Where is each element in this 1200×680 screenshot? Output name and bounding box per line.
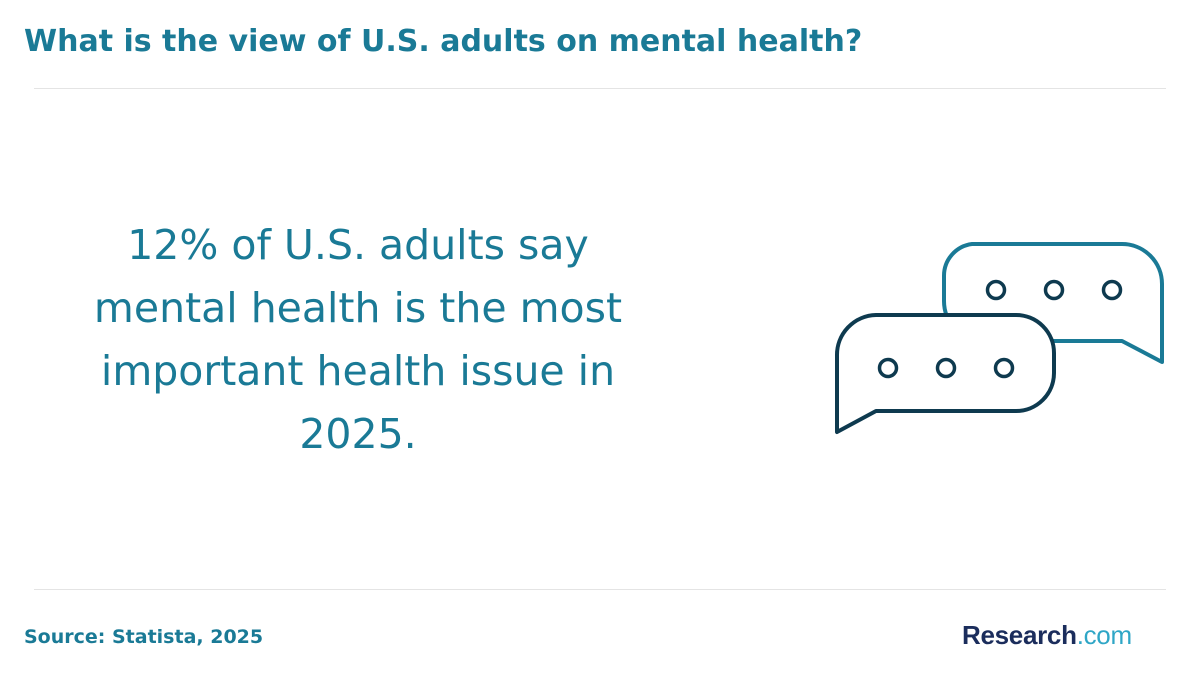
source-citation: Source: Statista, 2025 bbox=[24, 626, 264, 648]
front-bubble-dot bbox=[935, 357, 957, 379]
chat-bubbles-icon bbox=[834, 242, 1164, 434]
statistic-statement: 12% of U.S. adults say mental health is … bbox=[93, 221, 623, 458]
top-divider bbox=[34, 88, 1166, 89]
logo-text-dotcom: .com bbox=[1076, 620, 1132, 650]
research-com-logo[interactable]: Research.com bbox=[962, 620, 1132, 651]
page-title: What is the view of U.S. adults on menta… bbox=[24, 24, 863, 59]
front-bubble-dot bbox=[877, 357, 899, 379]
front-speech-bubble bbox=[834, 313, 1056, 434]
back-bubble-dot bbox=[985, 279, 1007, 301]
bottom-divider bbox=[34, 589, 1166, 590]
back-bubble-dot bbox=[1043, 279, 1065, 301]
logo-text-research: Research bbox=[962, 620, 1077, 650]
back-bubble-dot bbox=[1101, 279, 1123, 301]
front-bubble-dot bbox=[993, 357, 1015, 379]
